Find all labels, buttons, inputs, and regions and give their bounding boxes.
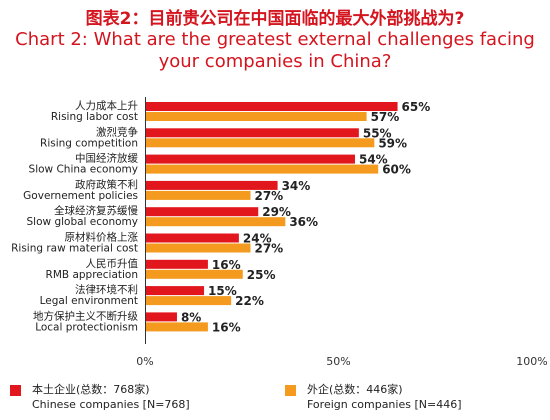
category-label-cn: 原材料价格上涨 — [65, 231, 139, 244]
x-tick-label: 50% — [326, 355, 350, 368]
legend-label-chinese-cn: 本土企业(总数：768家) — [32, 383, 150, 396]
legend-label-foreign-cn: 外企(总数：446家) — [307, 383, 403, 396]
category-label-en: Legal environment — [40, 295, 138, 307]
bar-foreign — [146, 217, 286, 227]
bar-chinese — [146, 154, 355, 164]
value-label-chinese: 8% — [181, 310, 201, 324]
category-label-cn: 人力成本上升 — [75, 99, 138, 112]
value-label-chinese: 65% — [402, 100, 431, 114]
value-label-chinese: 54% — [359, 153, 388, 167]
value-label-foreign: 36% — [289, 215, 318, 229]
bar-chinese — [146, 259, 208, 269]
value-label-foreign: 27% — [254, 189, 283, 203]
value-label-chinese: 55% — [363, 126, 392, 140]
value-label-chinese: 29% — [262, 205, 291, 219]
bar-foreign — [146, 164, 379, 174]
category-label-cn: 人民币升值 — [86, 257, 139, 270]
legend-label-chinese-en: Chinese companies [N=768] — [32, 398, 190, 411]
category-label-cn: 政府政策不利 — [75, 178, 138, 191]
bar-foreign — [146, 322, 208, 332]
legend-label-foreign-en: Foreign companies [N=446] — [307, 398, 462, 411]
category-label-en: Rising competition — [40, 137, 138, 149]
x-tick-label: 0% — [136, 355, 153, 368]
bar-foreign — [146, 243, 251, 253]
bar-foreign — [146, 190, 251, 200]
legend-swatch-chinese — [10, 385, 21, 396]
value-label-chinese: 16% — [212, 258, 241, 272]
value-label-chinese: 34% — [282, 179, 311, 193]
category-label-en: Local protectionism — [35, 321, 138, 333]
bar-chinese — [146, 102, 398, 111]
bar-chinese — [146, 128, 359, 138]
bar-chinese — [146, 286, 205, 296]
value-label-chinese: 15% — [208, 284, 237, 298]
value-label-foreign: 16% — [212, 320, 241, 334]
category-label-en: RMB appreciation — [46, 269, 138, 281]
bar-chinese — [146, 207, 259, 217]
chart-title-en-line1: Chart 2: What are the greatest external … — [15, 29, 535, 50]
category-label-en: Rising raw material cost — [11, 243, 138, 255]
bar-foreign — [146, 112, 367, 121]
bar-foreign — [146, 296, 232, 306]
value-label-foreign: 22% — [235, 294, 264, 308]
bar-chinese — [146, 180, 278, 190]
value-label-foreign: 57% — [371, 110, 400, 124]
legend-chinese: 本土企业(总数：768家) Chinese companies [N=768] — [10, 383, 260, 415]
legend-foreign: 外企(总数：446家) Foreign companies [N=446] — [285, 383, 535, 415]
value-label-chinese: 24% — [243, 232, 272, 246]
value-label-foreign: 59% — [378, 136, 407, 150]
bar-chinese — [146, 312, 177, 322]
bar-foreign — [146, 269, 243, 279]
legend-swatch-foreign — [285, 385, 296, 396]
value-label-foreign: 27% — [254, 242, 283, 256]
category-label-en: Governement policies — [23, 190, 138, 202]
bar-chinese — [146, 233, 239, 243]
category-label-cn: 中国经济放缓 — [75, 152, 138, 165]
category-label-en: Slow China economy — [29, 164, 138, 176]
x-tick-label: 100% — [516, 355, 547, 368]
category-label-cn: 地方保护主义不断升级 — [33, 309, 138, 322]
category-label-en: Rising labor cost — [51, 111, 138, 123]
value-label-foreign: 25% — [247, 268, 276, 282]
bar-foreign — [146, 138, 375, 148]
chart-title-cn: 图表2：目前贵公司在中国面临的最大外部挑战为? — [85, 9, 465, 29]
category-label-cn: 激烈竞争 — [96, 125, 138, 138]
category-label-en: Slow global economy — [27, 216, 138, 228]
chart-title-en-line2: your companies in China? — [158, 51, 392, 72]
category-label-cn: 法律环境不利 — [75, 283, 138, 296]
value-label-foreign: 60% — [382, 163, 411, 177]
category-label-cn: 全球经济复苏缓慢 — [54, 204, 138, 217]
